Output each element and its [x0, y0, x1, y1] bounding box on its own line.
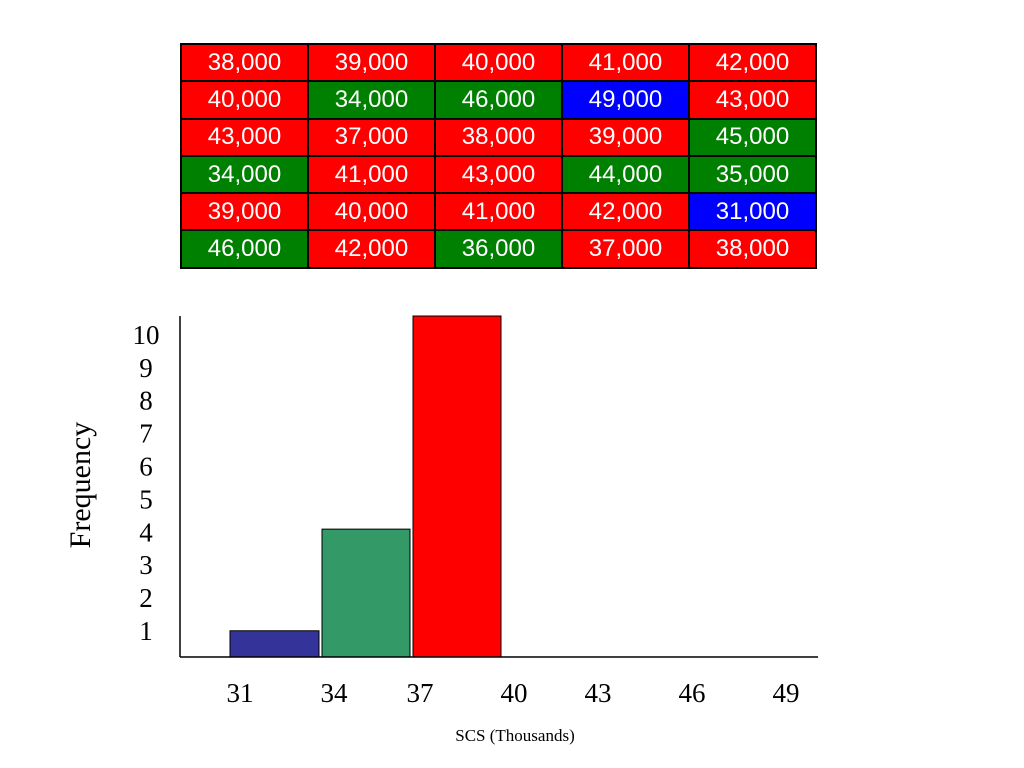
- table-cell: 39,000: [180, 192, 309, 232]
- table-row: 40,000 34,000 46,000 49,000 43,000: [180, 80, 817, 120]
- y-tick-label: 3: [139, 550, 153, 580]
- table-cell: 42,000: [561, 192, 690, 232]
- table-cell: 38,000: [180, 42, 309, 83]
- x-axis-title: SCS (Thousands): [455, 726, 574, 745]
- bars: [229, 315, 502, 658]
- table-cell: 46,000: [434, 80, 563, 120]
- y-tick-label: 8: [139, 386, 153, 416]
- table-cell: 31,000: [688, 192, 817, 232]
- x-tick-label: 34: [321, 678, 349, 708]
- table-cell: 34,000: [307, 80, 436, 120]
- table-cell: 41,000: [434, 192, 563, 232]
- table-cell: 45,000: [688, 117, 817, 157]
- table-row: 43,000 37,000 38,000 39,000 45,000: [180, 117, 817, 157]
- x-tick-label: 31: [227, 678, 254, 708]
- data-table: 38,000 39,000 40,000 41,000 42,000 40,000 34,0…: [180, 42, 817, 269]
- y-tick-label: 9: [139, 353, 153, 383]
- table-cell: 36,000: [434, 229, 563, 269]
- x-tick-label: 43: [585, 678, 612, 708]
- table-cell: 43,000: [688, 80, 817, 120]
- table-cell: 49,000: [561, 80, 690, 120]
- y-tick-label: 6: [139, 452, 153, 482]
- table-cell: 41,000: [561, 42, 690, 83]
- y-tick-label: 2: [139, 583, 153, 613]
- bar: [229, 630, 320, 658]
- table-cell: 41,000: [307, 154, 436, 195]
- table-cell: 38,000: [688, 229, 817, 269]
- data-table-body: 38,000 39,000 40,000 41,000 42,000 40,000 34,0…: [180, 42, 817, 269]
- table-row: 38,000 39,000 40,000 41,000 42,000: [180, 42, 817, 83]
- x-tick-label: 40: [501, 678, 528, 708]
- table-cell: 39,000: [561, 117, 690, 157]
- table-cell: 42,000: [307, 229, 436, 269]
- y-tick-label: 4: [139, 517, 153, 547]
- bar: [321, 528, 411, 658]
- x-tick-label: 46: [679, 678, 706, 708]
- table-cell: 35,000: [688, 154, 817, 195]
- table-cell: 43,000: [180, 117, 309, 157]
- y-tick-label: 7: [139, 419, 153, 449]
- table-cell: 40,000: [434, 42, 563, 83]
- table-cell: 43,000: [434, 154, 563, 195]
- table-row: 39,000 40,000 41,000 42,000 31,000: [180, 192, 817, 232]
- x-tick-label: 49: [773, 678, 800, 708]
- table-cell: 40,000: [307, 192, 436, 232]
- table-cell: 44,000: [561, 154, 690, 195]
- table-cell: 42,000: [688, 42, 817, 83]
- y-axis-title: Frequency: [64, 422, 97, 549]
- x-tick-label: 37: [407, 678, 434, 708]
- y-tick-label: 1: [139, 616, 153, 646]
- table-cell: 40,000: [180, 80, 309, 120]
- table-cell: 34,000: [180, 154, 309, 195]
- table-cell: 37,000: [561, 229, 690, 269]
- y-tick-label: 5: [139, 484, 153, 514]
- table-cell: 37,000: [307, 117, 436, 157]
- table-cell: 39,000: [307, 42, 436, 83]
- x-tick-labels: 31 34 37 40 43 46 49: [227, 678, 800, 708]
- table-row: 46,000 42,000 36,000 37,000 38,000: [180, 229, 817, 269]
- table-cell: 46,000: [180, 229, 309, 269]
- bar: [412, 315, 502, 658]
- table-row: 34,000 41,000 43,000 44,000 35,000: [180, 154, 817, 195]
- y-tick-label: 10: [133, 320, 160, 350]
- table-cell: 38,000: [434, 117, 563, 157]
